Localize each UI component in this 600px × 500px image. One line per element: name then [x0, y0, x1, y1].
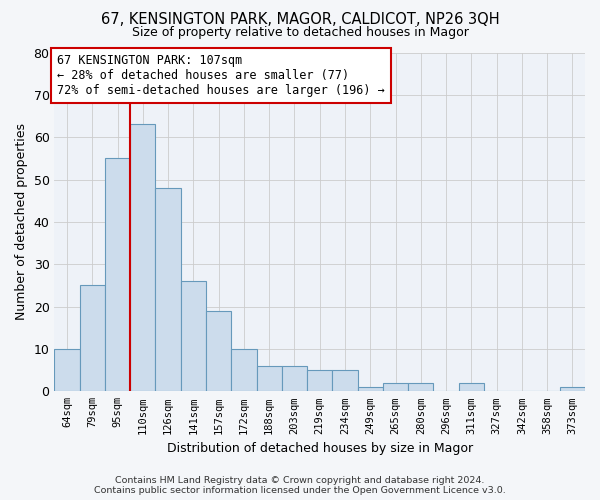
Bar: [307, 370, 332, 392]
Bar: [408, 383, 433, 392]
Bar: [358, 387, 383, 392]
Bar: [105, 158, 130, 392]
Y-axis label: Number of detached properties: Number of detached properties: [15, 124, 28, 320]
Bar: [332, 370, 358, 392]
Text: 67 KENSINGTON PARK: 107sqm
← 28% of detached houses are smaller (77)
72% of semi: 67 KENSINGTON PARK: 107sqm ← 28% of deta…: [57, 54, 385, 97]
Bar: [55, 349, 80, 392]
Bar: [80, 286, 105, 392]
Bar: [181, 281, 206, 392]
Bar: [257, 366, 282, 392]
Bar: [458, 383, 484, 392]
X-axis label: Distribution of detached houses by size in Magor: Distribution of detached houses by size …: [167, 442, 473, 455]
Text: Contains HM Land Registry data © Crown copyright and database right 2024.
Contai: Contains HM Land Registry data © Crown c…: [94, 476, 506, 495]
Bar: [231, 349, 257, 392]
Bar: [206, 311, 231, 392]
Bar: [383, 383, 408, 392]
Bar: [155, 188, 181, 392]
Bar: [560, 387, 585, 392]
Bar: [282, 366, 307, 392]
Bar: [130, 124, 155, 392]
Text: 67, KENSINGTON PARK, MAGOR, CALDICOT, NP26 3QH: 67, KENSINGTON PARK, MAGOR, CALDICOT, NP…: [101, 12, 499, 28]
Text: Size of property relative to detached houses in Magor: Size of property relative to detached ho…: [131, 26, 469, 39]
